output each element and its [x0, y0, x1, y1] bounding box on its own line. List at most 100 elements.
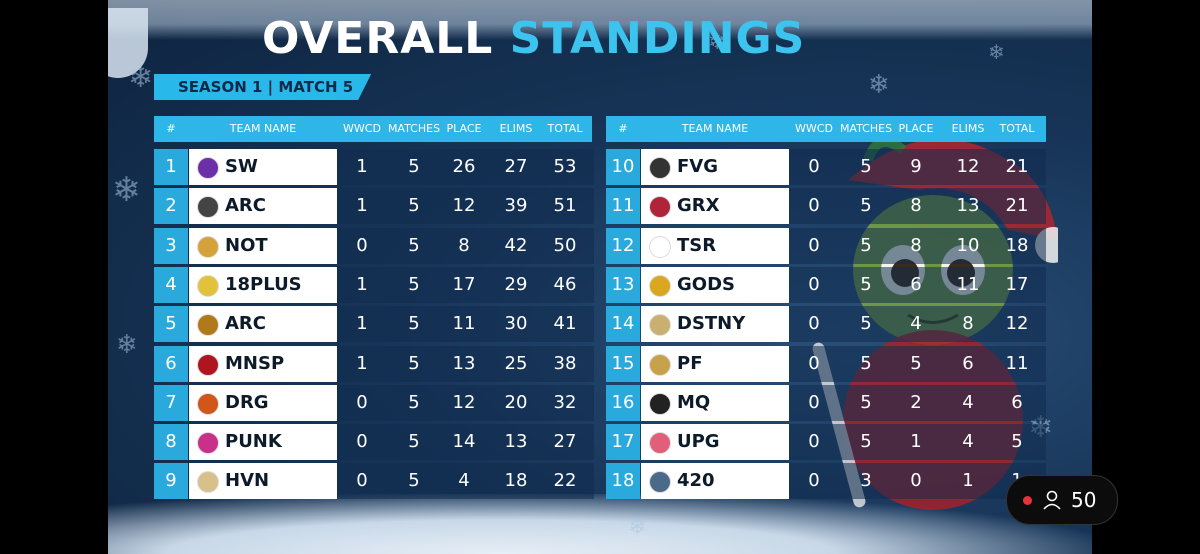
stat-wwcd: 0: [808, 195, 820, 217]
rank-cell: 8: [154, 424, 188, 461]
row-stats-background: [337, 384, 594, 421]
row-stats-background: [337, 149, 594, 185]
stat-wwcd: 1: [356, 313, 368, 335]
team-logo-icon: [197, 392, 219, 415]
team-name: GODS: [677, 273, 735, 295]
row-stats-background: [337, 266, 594, 303]
snowflake-icon: ❄: [628, 515, 647, 540]
stat-place: 8: [910, 234, 922, 256]
rank-cell: 7: [154, 384, 188, 421]
stat-matches: 3: [860, 470, 872, 492]
table-row: 16 MQ 0 5 2 4 6: [606, 384, 1046, 421]
stat-elims: 39: [504, 195, 528, 217]
team-name: 18PLUS: [225, 273, 302, 295]
col-wwcd: WWCD: [795, 122, 833, 135]
team-name: UPG: [677, 431, 720, 453]
row-stats-background: [337, 306, 594, 343]
table-row: 15 PF 0 5 5 6 11: [606, 345, 1046, 382]
stat-matches: 5: [860, 195, 872, 217]
rank-cell: 13: [606, 266, 640, 303]
table-row: 13 GODS 0 5 6 11 17: [606, 266, 1046, 303]
row-stats-background: [337, 463, 594, 500]
rank-cell: 15: [606, 345, 640, 382]
team-cell: TSR: [641, 227, 789, 264]
stat-place: 0: [910, 470, 922, 492]
snow-top-decoration: [108, 0, 1092, 40]
team-logo-icon: [197, 314, 219, 337]
rank-cell: 3: [154, 227, 188, 264]
stat-total: 21: [1005, 156, 1029, 177]
season-match-banner: SEASON 1 | MATCH 5: [154, 74, 372, 100]
col-total: TOTAL: [547, 122, 583, 135]
col-matches: MATCHES: [839, 122, 893, 135]
stat-wwcd: 0: [808, 156, 820, 177]
stat-place: 5: [910, 352, 922, 374]
row-stats-background: [337, 227, 594, 264]
stat-total: 5: [1011, 431, 1023, 453]
team-cell: DRG: [189, 384, 337, 421]
team-logo-icon: [649, 274, 671, 297]
rank-cell: 2: [154, 188, 188, 225]
table-row: 4 18PLUS 1 5 17 29 46: [154, 266, 594, 303]
rank-cell: 12: [606, 227, 640, 264]
team-name: GRX: [677, 195, 720, 217]
col-elims: ELIMS: [499, 122, 533, 135]
col-wwcd: WWCD: [343, 122, 381, 135]
table-row: 11 GRX 0 5 8 13 21: [606, 188, 1046, 225]
stat-wwcd: 0: [808, 234, 820, 256]
stat-total: 22: [553, 470, 577, 492]
stat-wwcd: 0: [808, 391, 820, 413]
stat-wwcd: 0: [808, 313, 820, 335]
stat-total: 27: [553, 431, 577, 453]
live-dot-icon: [1023, 496, 1032, 505]
rank-cell: 11: [606, 188, 640, 225]
stat-place: 26: [452, 156, 476, 177]
team-logo-icon: [197, 353, 219, 376]
title-overall: OVERALL: [262, 13, 494, 64]
stat-place: 13: [452, 352, 476, 374]
stat-place: 2: [910, 391, 922, 413]
stat-total: 18: [1005, 234, 1029, 256]
stat-elims: 4: [962, 431, 974, 453]
col-place: PLACE: [446, 122, 482, 135]
snowflake-icon: ❄: [988, 40, 1005, 64]
team-cell: PF: [641, 345, 789, 382]
stat-total: 32: [553, 391, 577, 413]
stat-total: 12: [1005, 313, 1029, 335]
stat-matches: 5: [860, 313, 872, 335]
title-standings: STANDINGS: [509, 13, 806, 64]
stat-wwcd: 1: [356, 273, 368, 295]
stat-total: 51: [553, 195, 577, 217]
stat-place: 17: [452, 273, 476, 295]
stat-total: 6: [1011, 391, 1023, 413]
live-viewers-badge[interactable]: 50: [1006, 475, 1118, 525]
team-name: NOT: [225, 234, 268, 256]
stat-elims: 25: [504, 352, 528, 374]
stat-matches: 5: [408, 234, 420, 256]
stat-place: 1: [910, 431, 922, 453]
team-cell: 18PLUS: [189, 266, 337, 303]
team-name: TSR: [677, 234, 717, 256]
row-stats-background: [789, 188, 1046, 225]
team-name: HVN: [225, 470, 270, 492]
stat-matches: 5: [860, 391, 872, 413]
col-rank: #: [618, 122, 628, 135]
team-name: ARC: [225, 313, 267, 335]
team-logo-icon: [197, 196, 219, 219]
row-stats-background: [789, 306, 1046, 343]
stat-matches: 5: [408, 470, 420, 492]
team-logo-icon: [649, 392, 671, 415]
team-logo-icon: [197, 471, 219, 494]
snowflake-icon: ❄: [112, 170, 141, 210]
stat-place: 8: [458, 234, 470, 256]
team-cell: 420: [641, 463, 789, 500]
col-matches: MATCHES: [387, 122, 441, 135]
rank-cell: 10: [606, 149, 640, 185]
stat-elims: 42: [504, 234, 528, 256]
stat-place: 8: [910, 195, 922, 217]
team-name: PUNK: [225, 431, 282, 453]
stat-elims: 10: [956, 234, 980, 256]
stat-matches: 5: [408, 273, 420, 295]
table-row: 12 TSR 0 5 8 10 18: [606, 227, 1046, 264]
stat-total: 50: [553, 234, 577, 256]
